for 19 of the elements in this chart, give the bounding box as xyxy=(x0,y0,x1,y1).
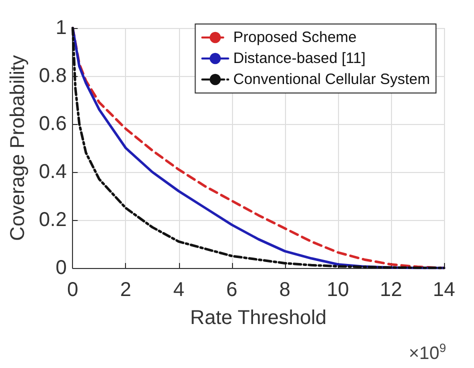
y-tick-label: 0 xyxy=(56,257,67,279)
x-tick-label: 14 xyxy=(432,279,456,301)
y-tick-label: 0.8 xyxy=(38,65,67,87)
legend-label: Distance-based [11] xyxy=(233,50,366,67)
y-tick-label: 0.6 xyxy=(38,113,67,135)
y-tick-label: 1 xyxy=(56,17,67,39)
legend-label: Proposed Scheme xyxy=(233,29,357,46)
x-tick-label: 2 xyxy=(120,279,132,301)
x-tick-label: 10 xyxy=(326,279,350,301)
legend-label: Conventional Cellular System xyxy=(233,71,430,88)
x-axis-title: Rate Threshold xyxy=(190,307,327,329)
line-series xyxy=(71,26,446,270)
x-tick-label: 4 xyxy=(173,279,184,301)
y-tick-label: 0.4 xyxy=(38,161,67,183)
y-tick-label: 0.2 xyxy=(38,209,67,231)
y-axis-title: Coverage Probability xyxy=(7,55,29,241)
x-tick-label: 6 xyxy=(226,279,238,301)
x-tick-label: 12 xyxy=(380,279,402,301)
x-tick-label: 8 xyxy=(279,279,290,301)
